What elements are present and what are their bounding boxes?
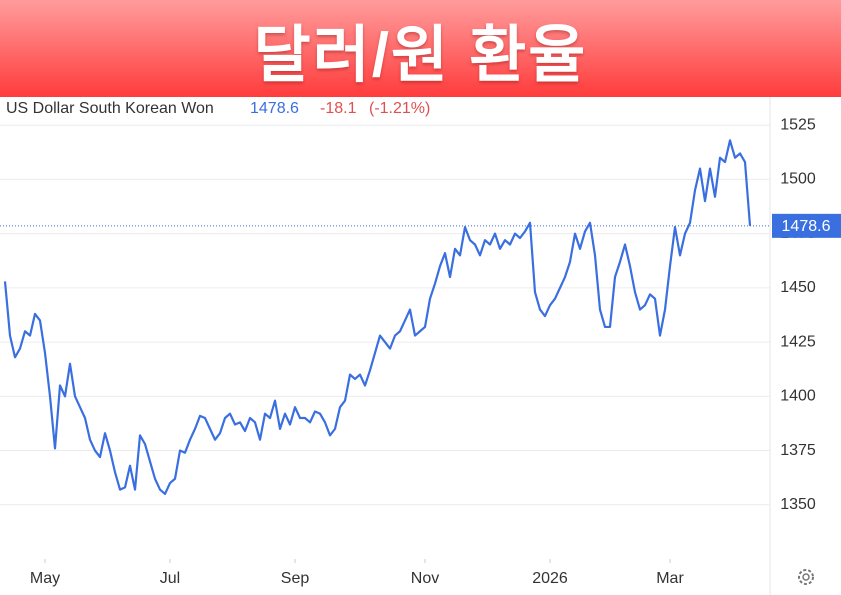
y-tick-label: 1400 <box>780 388 816 405</box>
last-value-box <box>772 213 841 238</box>
header-title: 달러/원 환율 <box>253 20 588 90</box>
chart-title: US Dollar South Korean Won <box>6 100 214 117</box>
y-tick-label: 1375 <box>780 442 816 459</box>
x-tick-label: 2026 <box>532 570 568 587</box>
x-tick-label: Sep <box>281 570 310 587</box>
y-tick-label: 1450 <box>780 279 816 296</box>
x-tick-label: Mar <box>656 570 684 587</box>
y-tick-label: 1500 <box>780 171 816 188</box>
line <box>3 139 752 496</box>
x-tick-label: May <box>30 570 60 587</box>
last-price: 1478.6 <box>250 100 299 117</box>
x-tick-label: Jul <box>160 570 180 587</box>
y-tick-label: 1525 <box>780 116 816 133</box>
y-tick-label: 1350 <box>780 496 816 513</box>
y-tick-label: 1425 <box>780 333 816 350</box>
header: 달러/원 환율 <box>0 0 841 97</box>
change: -18.1 <box>320 100 357 117</box>
last-value-label: 1478.6 <box>782 218 831 235</box>
change-percent: (-1.21%) <box>369 100 430 117</box>
x-tick-label: Nov <box>411 570 439 587</box>
settings-icon[interactable] <box>798 569 814 585</box>
